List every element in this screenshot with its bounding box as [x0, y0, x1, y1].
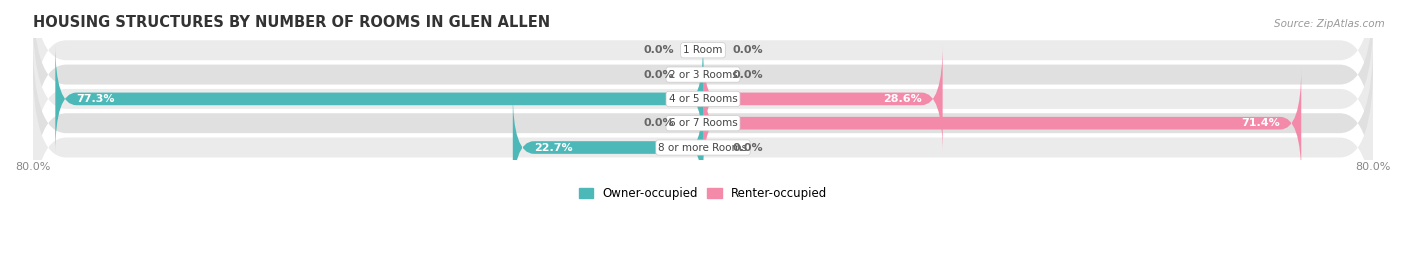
Text: 22.7%: 22.7%	[534, 143, 572, 153]
Text: 0.0%: 0.0%	[733, 143, 763, 153]
FancyBboxPatch shape	[32, 0, 1374, 162]
Text: 77.3%: 77.3%	[76, 94, 115, 104]
Text: Source: ZipAtlas.com: Source: ZipAtlas.com	[1274, 19, 1385, 29]
Legend: Owner-occupied, Renter-occupied: Owner-occupied, Renter-occupied	[579, 187, 827, 200]
Text: 1 Room: 1 Room	[683, 45, 723, 55]
FancyBboxPatch shape	[32, 12, 1374, 186]
FancyBboxPatch shape	[32, 36, 1374, 210]
Text: 0.0%: 0.0%	[733, 45, 763, 55]
Text: 6 or 7 Rooms: 6 or 7 Rooms	[669, 118, 737, 128]
Text: 71.4%: 71.4%	[1241, 118, 1281, 128]
Text: 28.6%: 28.6%	[883, 94, 922, 104]
Text: HOUSING STRUCTURES BY NUMBER OF ROOMS IN GLEN ALLEN: HOUSING STRUCTURES BY NUMBER OF ROOMS IN…	[32, 15, 550, 30]
Text: 4 or 5 Rooms: 4 or 5 Rooms	[669, 94, 737, 104]
Text: 0.0%: 0.0%	[643, 70, 673, 80]
Text: 0.0%: 0.0%	[643, 118, 673, 128]
FancyBboxPatch shape	[703, 69, 1302, 178]
FancyBboxPatch shape	[32, 0, 1374, 137]
Text: 0.0%: 0.0%	[733, 70, 763, 80]
Text: 2 or 3 Rooms: 2 or 3 Rooms	[669, 70, 737, 80]
FancyBboxPatch shape	[513, 93, 703, 202]
Text: 8 or more Rooms: 8 or more Rooms	[658, 143, 748, 153]
FancyBboxPatch shape	[703, 44, 942, 153]
FancyBboxPatch shape	[32, 60, 1374, 235]
Text: 0.0%: 0.0%	[643, 45, 673, 55]
FancyBboxPatch shape	[55, 44, 703, 153]
